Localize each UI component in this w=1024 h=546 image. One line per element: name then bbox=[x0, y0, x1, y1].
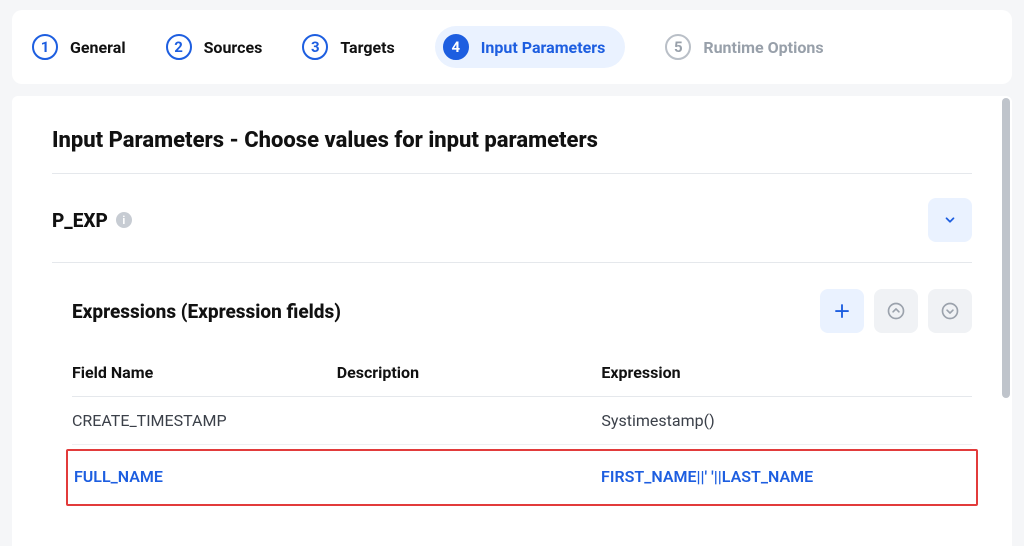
cell-expression: Systimestamp() bbox=[601, 411, 972, 430]
step-number-badge: 2 bbox=[166, 34, 192, 60]
info-icon[interactable]: i bbox=[116, 212, 132, 228]
wizard-step-runtime-options[interactable]: 5 Runtime Options bbox=[665, 34, 823, 60]
expressions-header: Expressions (Expression fields) bbox=[72, 289, 972, 333]
cell-description bbox=[338, 467, 602, 486]
section-header: P_EXP i bbox=[52, 198, 972, 242]
scrollbar[interactable] bbox=[1002, 98, 1010, 398]
expressions-panel: Expressions (Expression fields) Field Na… bbox=[52, 262, 972, 506]
table-header-row: Field Name Description Expression bbox=[72, 355, 972, 397]
step-label: Targets bbox=[340, 38, 394, 57]
plus-icon bbox=[833, 302, 851, 320]
collapse-button[interactable] bbox=[928, 198, 972, 242]
wizard-step-input-parameters[interactable]: 4 Input Parameters bbox=[435, 26, 626, 68]
step-number-badge: 1 bbox=[32, 34, 58, 60]
col-header-description: Description bbox=[337, 363, 602, 382]
col-header-expression: Expression bbox=[601, 363, 972, 382]
cell-description bbox=[337, 411, 602, 430]
move-up-button[interactable] bbox=[874, 289, 918, 333]
main-panel: Input Parameters - Choose values for inp… bbox=[12, 96, 1012, 546]
action-buttons bbox=[820, 289, 972, 333]
move-down-button[interactable] bbox=[928, 289, 972, 333]
wizard-steps: 1 General 2 Sources 3 Targets 4 Input Pa… bbox=[12, 10, 1012, 84]
wizard-step-sources[interactable]: 2 Sources bbox=[166, 34, 263, 60]
step-number-badge: 4 bbox=[443, 34, 469, 60]
step-label: Input Parameters bbox=[481, 38, 606, 57]
wizard-step-targets[interactable]: 3 Targets bbox=[302, 34, 394, 60]
step-number-badge: 3 bbox=[302, 34, 328, 60]
step-label: Runtime Options bbox=[703, 38, 823, 57]
expressions-title: Expressions (Expression fields) bbox=[72, 300, 341, 323]
step-label: General bbox=[70, 38, 126, 57]
table-row[interactable]: FULL_NAME FIRST_NAME||' '||LAST_NAME bbox=[66, 449, 978, 506]
col-header-field-name: Field Name bbox=[72, 363, 337, 382]
section-title-wrap: P_EXP i bbox=[52, 209, 132, 232]
chevron-down-icon bbox=[943, 213, 957, 227]
section-title: P_EXP bbox=[52, 209, 108, 232]
divider bbox=[52, 173, 972, 174]
cell-field-name: CREATE_TIMESTAMP bbox=[72, 411, 337, 430]
cell-expression: FIRST_NAME||' '||LAST_NAME bbox=[601, 467, 970, 486]
arrow-down-circle-icon bbox=[940, 301, 960, 321]
wizard-step-general[interactable]: 1 General bbox=[32, 34, 126, 60]
page-title: Input Parameters - Choose values for inp… bbox=[52, 128, 972, 153]
step-label: Sources bbox=[204, 38, 263, 57]
cell-field-name: FULL_NAME bbox=[74, 467, 338, 486]
step-number-badge: 5 bbox=[665, 34, 691, 60]
add-expression-button[interactable] bbox=[820, 289, 864, 333]
arrow-up-circle-icon bbox=[886, 301, 906, 321]
table-row[interactable]: CREATE_TIMESTAMP Systimestamp() bbox=[72, 397, 972, 445]
expressions-table: Field Name Description Expression CREATE… bbox=[72, 355, 972, 506]
